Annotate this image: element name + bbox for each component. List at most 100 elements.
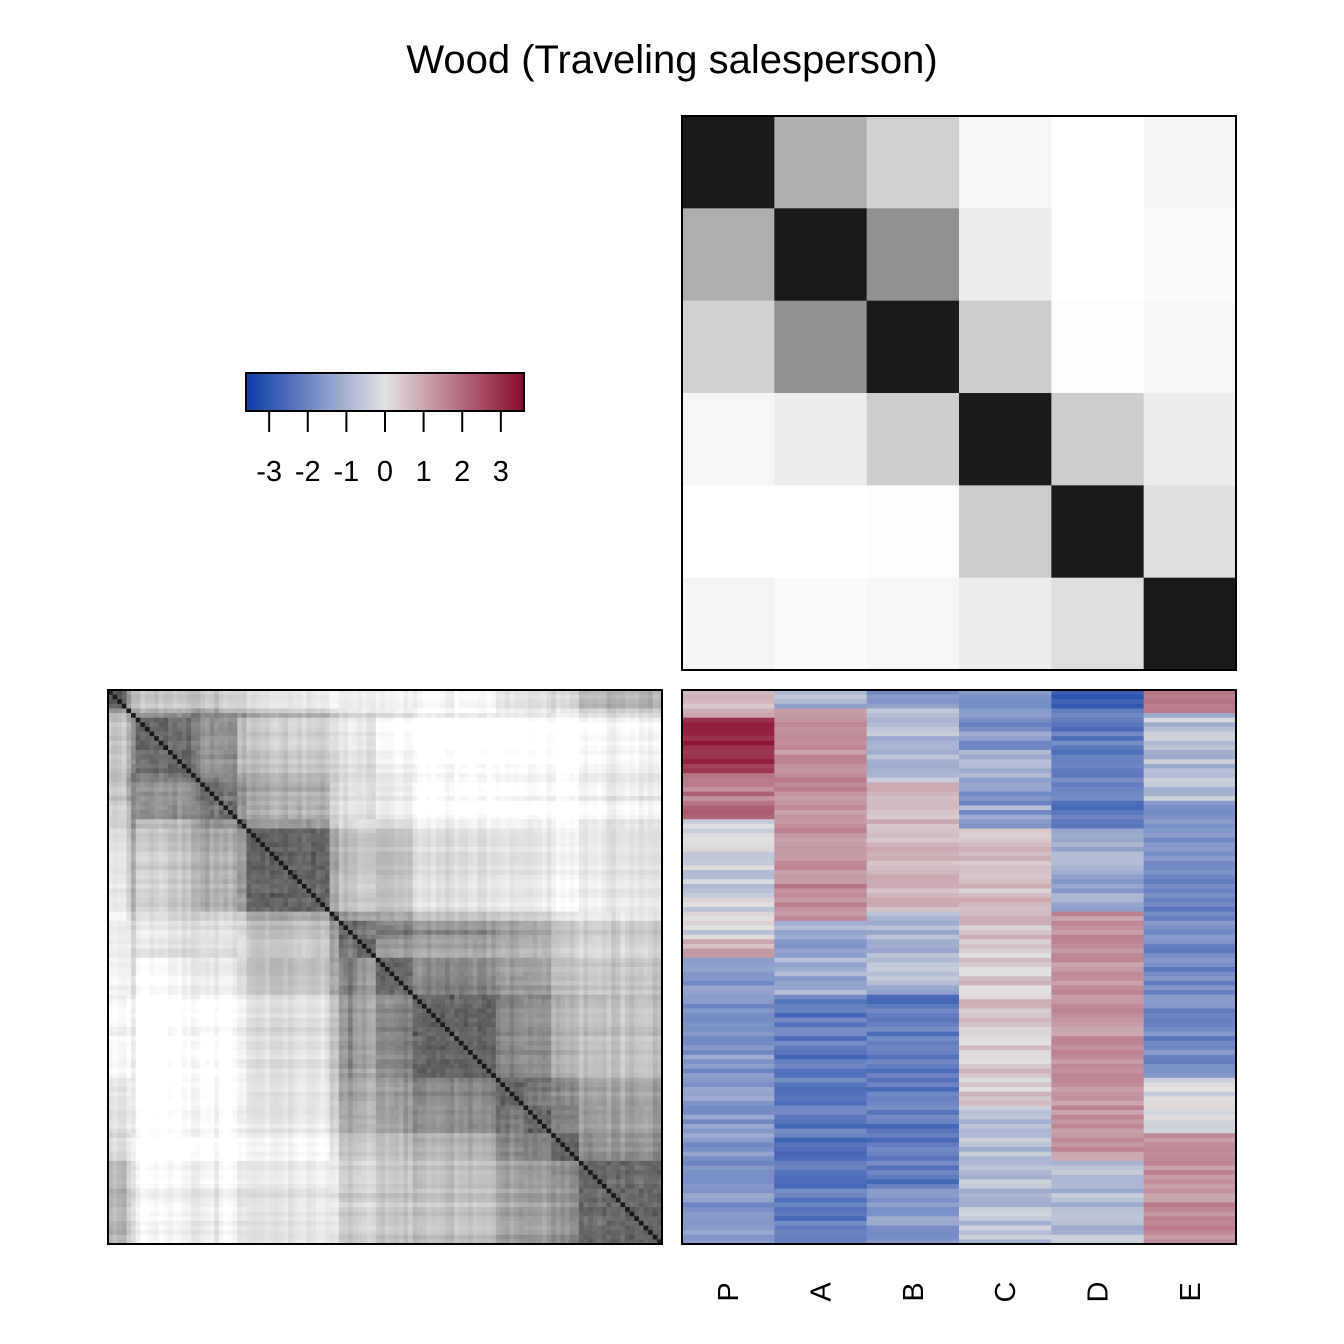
object-dissimilarity-cell bbox=[472, 726, 478, 732]
object-dissimilarity-cell bbox=[301, 860, 307, 866]
object-dissimilarity-cell bbox=[625, 860, 631, 866]
object-dissimilarity-cell bbox=[343, 745, 349, 751]
object-dissimilarity-cell bbox=[209, 791, 215, 797]
object-dissimilarity-cell bbox=[638, 833, 644, 839]
object-dissimilarity-cell bbox=[126, 870, 132, 876]
object-dissimilarity-cell bbox=[601, 805, 607, 811]
object-dissimilarity-cell bbox=[648, 736, 654, 742]
object-dissimilarity-cell bbox=[117, 736, 123, 742]
object-dissimilarity-cell bbox=[643, 754, 649, 760]
object-dissimilarity-cell bbox=[108, 856, 114, 862]
object-dissimilarity-cell bbox=[532, 699, 538, 705]
object-dissimilarity-cell bbox=[514, 740, 520, 746]
object-dissimilarity-cell bbox=[357, 846, 363, 852]
object-dissimilarity-cell bbox=[426, 870, 432, 876]
object-dissimilarity-cell bbox=[518, 851, 524, 857]
object-dissimilarity-cell bbox=[440, 759, 446, 765]
object-dissimilarity-cell bbox=[431, 805, 437, 811]
object-dissimilarity-cell bbox=[371, 837, 377, 843]
object-dissimilarity-cell bbox=[523, 805, 529, 811]
object-dissimilarity-cell bbox=[463, 865, 469, 871]
object-dissimilarity-cell bbox=[131, 782, 137, 788]
object-dissimilarity-cell bbox=[426, 740, 432, 746]
object-dissimilarity-cell bbox=[648, 745, 654, 751]
object-dissimilarity-cell bbox=[158, 750, 164, 756]
legend-tick-label: 1 bbox=[416, 456, 432, 488]
object-dissimilarity-cell bbox=[611, 837, 617, 843]
object-dissimilarity-cell bbox=[371, 731, 377, 737]
object-dissimilarity-cell bbox=[352, 786, 358, 792]
object-dissimilarity-cell bbox=[597, 865, 603, 871]
object-dissimilarity-cell bbox=[528, 819, 534, 825]
object-dissimilarity-cell bbox=[223, 874, 229, 880]
object-dissimilarity-cell bbox=[255, 750, 261, 756]
object-dissimilarity-cell bbox=[269, 722, 275, 728]
object-dissimilarity-cell bbox=[320, 754, 326, 760]
object-dissimilarity-cell bbox=[398, 814, 404, 820]
object-dissimilarity-cell bbox=[505, 814, 511, 820]
object-dissimilarity-cell bbox=[204, 736, 210, 742]
object-dissimilarity-cell bbox=[214, 763, 220, 769]
object-dissimilarity-cell bbox=[398, 819, 404, 825]
object-dissimilarity-cell bbox=[149, 828, 155, 834]
object-dissimilarity-cell bbox=[168, 814, 174, 820]
object-dissimilarity-cell bbox=[283, 713, 289, 719]
object-dissimilarity-cell bbox=[361, 726, 367, 732]
object-dissimilarity-cell bbox=[625, 708, 631, 714]
object-dissimilarity-cell bbox=[209, 777, 215, 783]
object-dissimilarity-cell bbox=[108, 763, 114, 769]
object-dissimilarity-cell bbox=[223, 750, 229, 756]
object-dissimilarity-cell bbox=[528, 745, 534, 751]
object-dissimilarity-cell bbox=[417, 800, 423, 806]
object-dissimilarity-cell bbox=[232, 860, 238, 866]
object-dissimilarity-cell bbox=[269, 690, 275, 696]
object-dissimilarity-cell bbox=[200, 777, 206, 783]
object-dissimilarity-cell bbox=[214, 791, 220, 797]
object-dissimilarity-cell bbox=[320, 814, 326, 820]
object-dissimilarity-cell bbox=[260, 763, 266, 769]
object-dissimilarity-cell bbox=[158, 768, 164, 774]
object-dissimilarity-cell bbox=[200, 837, 206, 843]
object-dissimilarity-cell bbox=[495, 750, 501, 756]
object-dissimilarity-cell bbox=[615, 777, 621, 783]
object-dissimilarity-cell bbox=[371, 814, 377, 820]
object-dissimilarity-cell bbox=[241, 796, 247, 802]
object-dissimilarity-cell bbox=[431, 726, 437, 732]
object-dissimilarity-cell bbox=[158, 690, 164, 696]
object-dissimilarity-cell bbox=[546, 856, 552, 862]
object-dissimilarity-cell bbox=[177, 828, 183, 834]
object-dissimilarity-cell bbox=[629, 805, 635, 811]
object-dissimilarity-cell bbox=[375, 754, 381, 760]
object-dissimilarity-cell bbox=[177, 690, 183, 696]
object-dissimilarity-cell bbox=[112, 791, 118, 797]
object-dissimilarity-cell bbox=[181, 819, 187, 825]
object-dissimilarity-cell bbox=[412, 786, 418, 792]
object-dissimilarity-cell bbox=[514, 800, 520, 806]
object-dissimilarity-cell bbox=[117, 823, 123, 829]
object-dissimilarity-cell bbox=[306, 745, 312, 751]
object-dissimilarity-cell bbox=[500, 870, 506, 876]
object-dissimilarity-cell bbox=[472, 703, 478, 709]
object-dissimilarity-cell bbox=[458, 874, 464, 880]
object-dissimilarity-cell bbox=[505, 842, 511, 848]
object-dissimilarity-cell bbox=[574, 782, 580, 788]
object-dissimilarity-cell bbox=[601, 717, 607, 723]
object-dissimilarity-cell bbox=[601, 782, 607, 788]
object-dissimilarity-cell bbox=[509, 819, 515, 825]
object-dissimilarity-cell bbox=[569, 837, 575, 843]
object-dissimilarity-cell bbox=[311, 763, 317, 769]
object-dissimilarity-cell bbox=[638, 708, 644, 714]
object-dissimilarity-cell bbox=[463, 800, 469, 806]
object-dissimilarity-cell bbox=[555, 860, 561, 866]
object-dissimilarity-cell bbox=[458, 786, 464, 792]
object-dissimilarity-cell bbox=[634, 717, 640, 723]
object-dissimilarity-cell bbox=[615, 823, 621, 829]
object-dissimilarity-cell bbox=[269, 708, 275, 714]
object-dissimilarity-cell bbox=[454, 694, 460, 700]
object-dissimilarity-cell bbox=[352, 768, 358, 774]
object-dissimilarity-cell bbox=[565, 722, 571, 728]
object-dissimilarity-cell bbox=[615, 800, 621, 806]
object-dissimilarity-cell bbox=[551, 731, 557, 737]
object-dissimilarity-cell bbox=[311, 773, 317, 779]
object-dissimilarity-cell bbox=[615, 731, 621, 737]
